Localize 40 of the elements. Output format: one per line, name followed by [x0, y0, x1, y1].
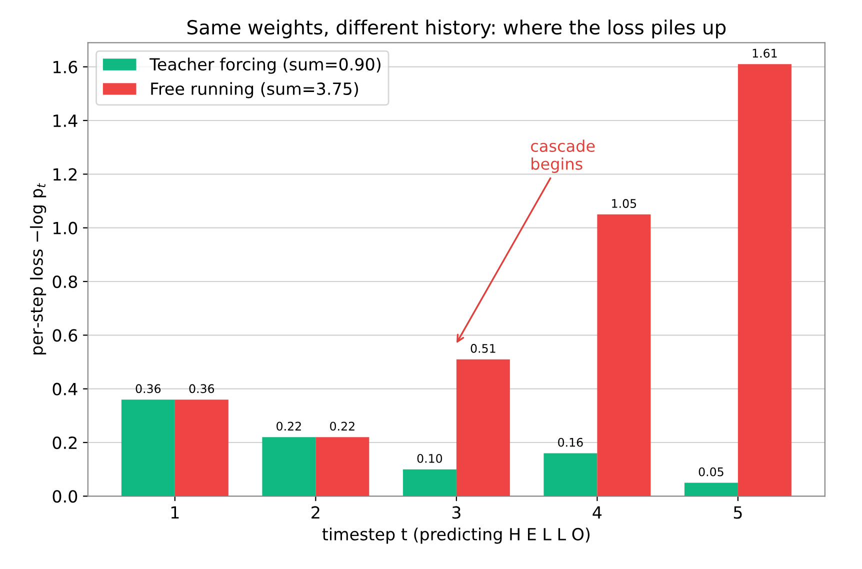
y-tick-label: 0.4 [52, 382, 78, 396]
data-label: 1.05 [612, 199, 636, 208]
y-tick-label: 1.0 [54, 222, 78, 234]
x-tick-label: 5 [734, 506, 742, 519]
data-label: 1.61 [752, 48, 777, 58]
bar [597, 214, 651, 496]
legend-label: Teacher forcing (sum=0.90) [150, 58, 380, 74]
y-tick-label: 1.6 [54, 60, 78, 74]
bar [121, 400, 175, 496]
y-tick-label: 0.6 [52, 329, 78, 342]
bar [738, 64, 792, 496]
bar [402, 469, 456, 496]
x-axis-title: timestep t (predicting H E L L O) [322, 528, 590, 544]
y-tick-label: 0.2 [52, 436, 77, 450]
y-axis-title: per-step loss −log p$_{t}$ [30, 183, 46, 354]
chart-title: Same weights, different history: where the loss piles up [187, 20, 726, 38]
bar [544, 453, 598, 496]
x-tick-label: 4 [592, 506, 602, 519]
bar [684, 482, 738, 496]
bar [174, 400, 228, 496]
data-label: 0.51 [470, 344, 496, 353]
annotation: cascade begins [531, 140, 595, 173]
data-label: 0.22 [276, 422, 301, 431]
data-label: 0.36 [189, 384, 214, 394]
y-tick-label: 0.0 [52, 490, 78, 503]
data-label: 0.22 [330, 422, 354, 431]
bar [456, 359, 510, 496]
y-tick-label: 1.2 [54, 168, 77, 180]
data-label: 0.05 [698, 467, 724, 476]
bar [316, 437, 370, 496]
x-tick-label: 2 [312, 506, 320, 519]
bar [262, 437, 316, 496]
data-label: 0.10 [417, 454, 442, 463]
legend-label: Free running (sum=3.75) [151, 82, 358, 98]
x-tick-label: 1 [171, 506, 179, 519]
y-tick-label: 0.8 [52, 275, 78, 288]
x-tick-label: 3 [452, 506, 460, 519]
data-label: 0.36 [136, 384, 161, 394]
data-label: 0.16 [558, 438, 583, 447]
y-tick-label: 1.4 [54, 114, 78, 127]
